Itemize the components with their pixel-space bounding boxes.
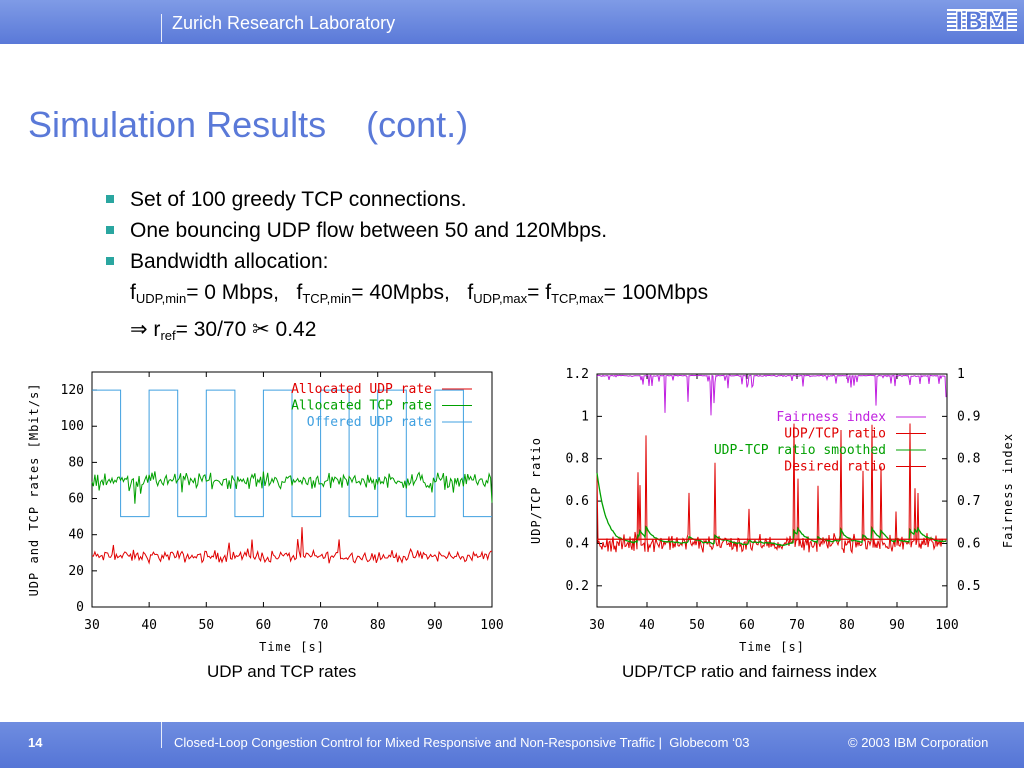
legend-label: Fairness index xyxy=(776,410,886,425)
ibm-logo: IBM xyxy=(947,6,1017,36)
x-tick-label: 70 xyxy=(789,618,805,633)
y-tick-label: 120 xyxy=(61,383,84,398)
ratio-chart-svg: 30 40 50 60 70 80 90 100 0.2 0.4 0.6 0.8 1 1.2 Time [s… xyxy=(529,367,1015,654)
y-tick-label: 0 xyxy=(76,600,84,615)
legend-label: Desired ratio xyxy=(784,460,886,475)
udp-tcp-ratio-line xyxy=(596,423,947,555)
y-tick-label: 0.6 xyxy=(566,494,589,509)
udp-tcp-ratio-smoothed-line xyxy=(596,472,947,546)
x-tick-label: 50 xyxy=(689,618,705,633)
formula-part: f xyxy=(130,281,136,304)
slide-title: Simulation Results (cont.) xyxy=(28,104,469,145)
formula-sub: UDP,max xyxy=(473,291,528,306)
footer-bar: 14 Closed-Loop Congestion Control for Mi… xyxy=(0,718,1024,768)
x-tick-label: 100 xyxy=(480,618,503,633)
x-axis-label: Time [s] xyxy=(259,640,325,654)
bullet-item: Set of 100 greedy TCP connections. xyxy=(104,184,708,215)
x-tick-label: 40 xyxy=(141,618,157,633)
ratio-chart: 30 40 50 60 70 80 90 100 0.2 0.4 0.6 0.8 1 1.2 Time [s… xyxy=(520,350,1024,665)
header-divider xyxy=(161,14,162,42)
bullet-text: Set of 100 greedy TCP connections. xyxy=(130,188,467,211)
x-tick-label: 70 xyxy=(313,618,329,633)
ratio-chart-caption: UDP/TCP ratio and fairness index xyxy=(622,662,877,681)
x-tick-label: 60 xyxy=(739,618,755,633)
header-bar: Zurich Research Laboratory IBM xyxy=(0,0,1024,44)
x-tick-label: 80 xyxy=(839,618,855,633)
y2-tick-label: 0.8 xyxy=(957,452,980,467)
x-tick-label: 80 xyxy=(370,618,386,633)
ibm-logo-text: IBM xyxy=(954,7,1009,36)
formula-sub: ref xyxy=(160,328,176,343)
formula-part: 0.42 xyxy=(269,318,317,341)
bullet-list: Set of 100 greedy TCP connections. One b… xyxy=(104,184,708,351)
y-axis-label: UDP and TCP rates [Mbit/s] xyxy=(27,383,41,597)
fairness-index-line xyxy=(596,374,947,416)
formula-part: = f xyxy=(527,281,552,304)
rates-chart: 30 40 50 60 70 80 90 100 0 20 40 60 80 100 120 Time [s]… xyxy=(20,350,520,665)
plot-frame xyxy=(91,371,493,608)
rates-chart-svg: 30 40 50 60 70 80 90 100 0 20 40 60 80 100 120 Time [s]… xyxy=(27,371,504,654)
offered-udp-line xyxy=(92,389,492,518)
y2-tick-label: 0.5 xyxy=(957,579,980,594)
footer-copyright: © 2003 IBM Corporation xyxy=(848,735,989,750)
x-tick-label: 60 xyxy=(256,618,272,633)
x-tick-label: 30 xyxy=(84,618,100,633)
y2-axis-label: Fairness index xyxy=(1001,433,1015,548)
y-tick-label: 0.4 xyxy=(566,536,590,551)
approx-glyph-icon: ✂ xyxy=(252,318,270,341)
bullet-text: One bouncing UDP flow between 50 and 120… xyxy=(130,219,608,242)
allocated-tcp-line xyxy=(91,471,493,504)
plot-frame xyxy=(596,373,948,608)
y2-tick-label: 1 xyxy=(957,367,965,382)
formula-sub: TCP,min xyxy=(302,291,352,306)
x-tick-label: 90 xyxy=(889,618,905,633)
formula-part: = 40Mpbs, f xyxy=(351,281,474,304)
y-tick-label: 0.2 xyxy=(566,579,589,594)
y-tick-label: 0.8 xyxy=(566,452,589,467)
legend-label: UDP/TCP ratio xyxy=(784,427,886,442)
y-axis-label: UDP/TCP ratio xyxy=(529,437,543,544)
formula-line-2: ⇒ rref= 30/70 ✂ 0.42 xyxy=(104,314,708,351)
y-tick-label: 20 xyxy=(68,564,84,579)
formula-sub: UDP,min xyxy=(135,291,187,306)
formula-line-1: fUDP,min= 0 Mbps, fTCP,min= 40Mpbs, fUDP… xyxy=(104,277,708,314)
allocated-udp-line xyxy=(91,527,493,565)
lab-name: Zurich Research Laboratory xyxy=(172,13,396,33)
footer-divider xyxy=(161,718,162,748)
formula-part: = 100Mbps xyxy=(603,281,709,304)
formula-part: ⇒ r xyxy=(130,318,161,341)
bullet-item: Bandwidth allocation: xyxy=(104,246,708,277)
y2-tick-label: 0.7 xyxy=(957,494,980,509)
y-tick-label: 80 xyxy=(68,455,84,470)
square-bullet-icon xyxy=(106,257,114,265)
y2-tick-label: 0.9 xyxy=(957,409,980,424)
formula-part: = 30/70 xyxy=(175,318,253,341)
legend-label: Allocated UDP rate xyxy=(291,382,432,397)
x-tick-label: 30 xyxy=(589,618,605,633)
y-tick-label: 60 xyxy=(68,492,84,507)
square-bullet-icon xyxy=(106,195,114,203)
footer-title: Closed-Loop Congestion Control for Mixed… xyxy=(174,735,750,750)
bullet-item: One bouncing UDP flow between 50 and 120… xyxy=(104,215,708,246)
y-tick-label: 1.2 xyxy=(566,367,589,382)
formula-part: = 0 Mbps, f xyxy=(186,281,303,304)
y-tick-label: 1 xyxy=(581,409,589,424)
square-bullet-icon xyxy=(106,226,114,234)
y2-tick-label: 0.6 xyxy=(957,536,980,551)
page-number: 14 xyxy=(28,735,43,750)
y-tick-label: 100 xyxy=(61,419,84,434)
y-tick-label: 40 xyxy=(68,528,84,543)
rates-chart-caption: UDP and TCP rates xyxy=(207,662,357,681)
legend-label: Offered UDP rate xyxy=(307,415,432,430)
x-axis-label: Time [s] xyxy=(739,640,805,654)
legend-label: UDP-TCP ratio smoothed xyxy=(714,443,886,458)
x-tick-label: 90 xyxy=(427,618,443,633)
x-tick-label: 40 xyxy=(639,618,655,633)
x-tick-label: 100 xyxy=(935,618,958,633)
x-tick-label: 50 xyxy=(198,618,214,633)
bullet-text: Bandwidth allocation: xyxy=(130,250,329,273)
formula-sub: TCP,max xyxy=(551,291,604,306)
legend-label: Allocated TCP rate xyxy=(291,399,432,414)
